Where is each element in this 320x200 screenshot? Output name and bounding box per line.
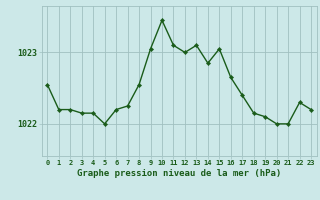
X-axis label: Graphe pression niveau de la mer (hPa): Graphe pression niveau de la mer (hPa) xyxy=(77,169,281,178)
